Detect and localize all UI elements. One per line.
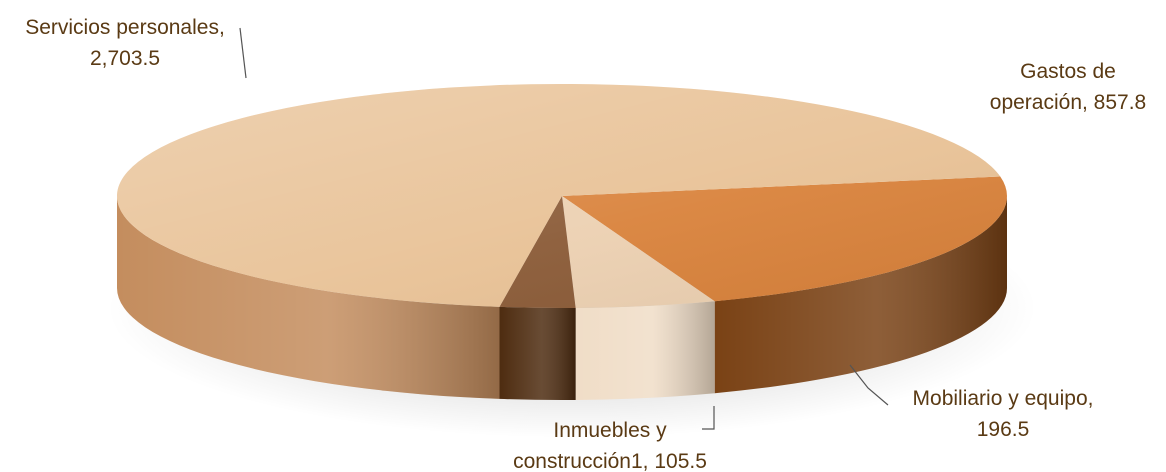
data-label-line: Gastos de [1020,60,1116,83]
data-label-inmuebles-y-construccion1: Inmuebles y construcción1, 105.5 [513,406,715,472]
data-label-line: Inmuebles y [553,419,667,442]
data-label-servicios-personales: Servicios personales, 2,703.5 [25,16,247,79]
data-label-line: Mobiliario y equipo, [913,387,1094,410]
data-label-line: 2,703.5 [90,47,160,70]
leader-line [239,27,247,79]
data-label-line: operación, 857.8 [990,91,1146,114]
pie-side-gastos-de-operacion-shade [714,196,1007,394]
data-label-line: Servicios personales, [25,16,225,39]
data-label-text: Inmuebles y construcción1, 105.5 [513,419,707,472]
data-label-line: construcción1, 105.5 [513,450,707,472]
pie-side-inmuebles-y-construccion1-shade [499,306,576,400]
leader-line [702,406,715,430]
data-label-line: 196.5 [977,418,1030,441]
pie-side-servicios-personales-shade [117,196,500,399]
data-label-mobiliario-y-equipo: Mobiliario y equipo, 196.5 [849,364,1094,441]
data-label-text: Mobiliario y equipo, 196.5 [913,387,1094,441]
data-label-text: Servicios personales, 2,703.5 [25,16,225,70]
pie-side-mobiliario-y-equipo-shade [575,301,715,400]
data-label-text: Gastos de operación, 857.8 [990,60,1146,114]
pie-top-highlight [117,84,1007,308]
leader-line [849,364,889,406]
data-label-gastos-de-operacion: Gastos de operación, 857.8 [990,60,1146,114]
